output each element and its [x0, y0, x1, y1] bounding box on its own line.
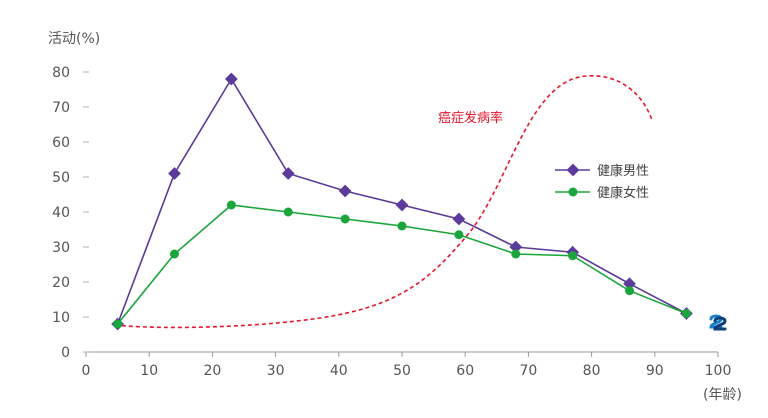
data-point-female [511, 249, 521, 259]
logo-icon [709, 314, 727, 331]
data-point-female [625, 286, 635, 296]
y-tick-label: 40 [52, 205, 70, 221]
data-point-female [226, 200, 236, 210]
y-tick-label: 70 [52, 100, 70, 116]
y-tick-label: 60 [52, 135, 70, 151]
y-tick-label: 30 [52, 240, 70, 256]
data-point-female [113, 319, 123, 329]
legend-male-label: 健康男性 [597, 163, 649, 179]
data-point-male [168, 167, 181, 180]
x-tick-label: 100 [705, 363, 732, 379]
x-tick-label: 40 [330, 363, 348, 379]
y-tick-label: 50 [52, 170, 70, 186]
legend: 健康男性 健康女性 [555, 163, 649, 201]
legend-male-marker [566, 163, 580, 177]
legend-female-label: 健康女性 [597, 185, 649, 201]
data-point-female [397, 221, 407, 231]
data-point-male [395, 198, 409, 212]
x-tick-label: 0 [82, 363, 91, 379]
legend-female-marker [568, 187, 578, 197]
x-tick-label: 80 [583, 363, 601, 379]
cancer-incidence-label: 癌症发病率 [438, 110, 503, 126]
data-point-female [681, 309, 691, 318]
x-tick-label: 50 [393, 363, 411, 379]
cancer-incidence-layer: 癌症发病率 [114, 75, 653, 329]
y-axis-title: 活动(%) [48, 31, 100, 47]
data-point-female [568, 251, 578, 261]
data-point-male [281, 167, 295, 180]
x-tick-label: 20 [203, 363, 221, 379]
data-point-female [283, 207, 293, 217]
x-tick-label: 10 [140, 363, 158, 379]
data-point-female [169, 249, 179, 259]
x-tick-label: 60 [456, 363, 474, 379]
x-tick-label: 90 [646, 363, 664, 379]
axis-ticks: 0 10 20 30 40 50 60 70 80 90 100 0 10 20 30 40 50 60 70 80 [52, 65, 731, 379]
x-axis-title: (年龄) [703, 387, 742, 403]
y-tick-label: 0 [61, 345, 70, 361]
series-layer [111, 72, 693, 331]
data-point-female [454, 230, 464, 240]
legend-item-male: 健康男性 [555, 163, 649, 179]
data-point-male [224, 72, 238, 86]
data-point-male [338, 184, 352, 198]
data-point-male [452, 212, 466, 226]
data-point-female [340, 214, 350, 224]
legend-item-female: 健康女性 [555, 185, 649, 201]
x-tick-label: 30 [267, 363, 285, 379]
y-tick-label: 10 [52, 310, 70, 326]
x-tick-label: 70 [519, 363, 537, 379]
cancer-incidence-curve [114, 75, 653, 329]
y-tick-label: 20 [52, 275, 70, 291]
y-tick-label: 80 [52, 65, 70, 81]
